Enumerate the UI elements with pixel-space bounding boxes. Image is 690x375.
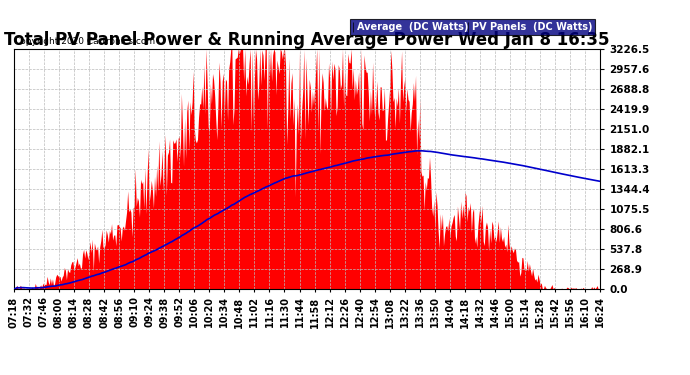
Text: Copyright 2020 Cartronics.com: Copyright 2020 Cartronics.com <box>14 38 155 46</box>
Legend: Average  (DC Watts), PV Panels  (DC Watts): Average (DC Watts), PV Panels (DC Watts) <box>350 19 595 35</box>
Title: Total PV Panel Power & Running Average Power Wed Jan 8 16:35: Total PV Panel Power & Running Average P… <box>4 31 610 49</box>
